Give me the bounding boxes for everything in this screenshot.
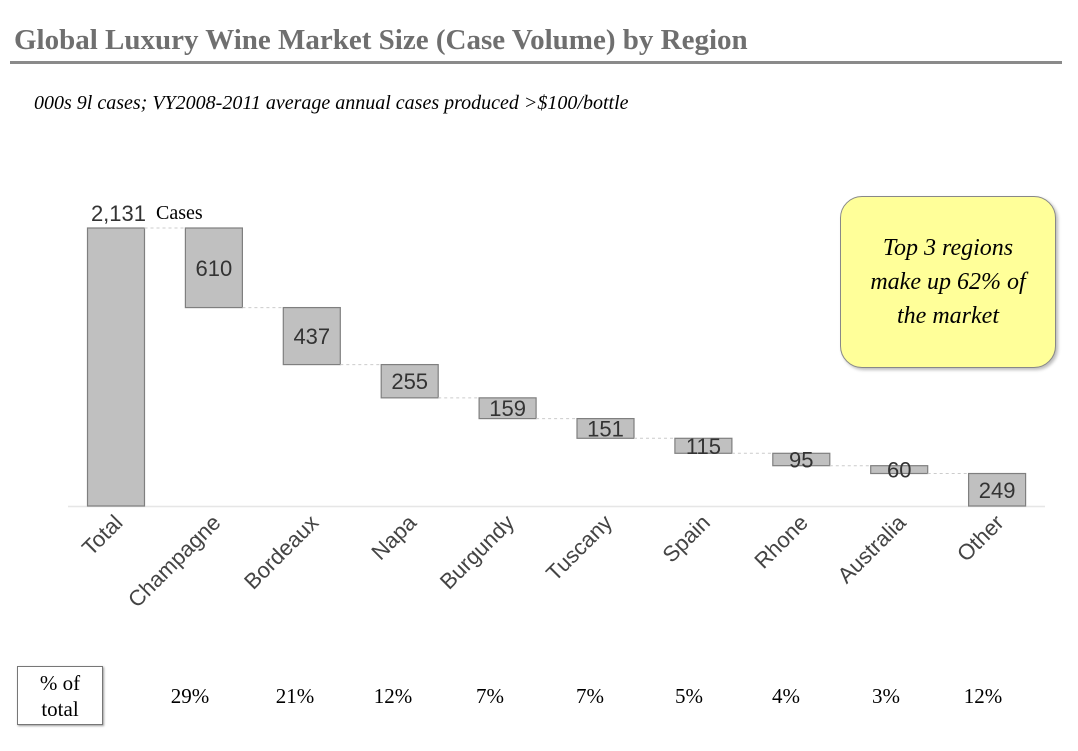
category-label: Australia [833, 509, 912, 588]
bar-tuscany [576, 417, 635, 439]
category-label: Bordeaux [239, 510, 323, 594]
bar-spain [674, 437, 733, 454]
data-label: 610 [196, 256, 233, 281]
percent-value: 3% [872, 684, 900, 708]
callout-text: Top 3 regions make up 62% of the market [870, 235, 1026, 329]
page-title: Global Luxury Wine Market Size (Case Vol… [14, 24, 748, 56]
category-label: Spain [657, 510, 714, 567]
data-label: 60 [887, 458, 911, 483]
data-label: 151 [587, 416, 624, 441]
percent-value: 7% [476, 684, 504, 708]
total-unit-label: Cases [156, 202, 203, 224]
percent-header-label: % of total [39, 670, 81, 721]
category-label: Other [952, 510, 1009, 567]
category-label: Tuscany [541, 510, 617, 586]
percent-value: 5% [675, 684, 703, 708]
percent-value: 12% [373, 684, 413, 708]
bar-burgundy [478, 397, 537, 420]
bar-total [86, 227, 146, 507]
category-label: Champagne [123, 510, 225, 612]
bar-bordeaux [282, 306, 341, 366]
data-label: 95 [789, 447, 813, 472]
percent-value: 21% [275, 684, 315, 708]
bar-australia [870, 465, 929, 475]
data-label: 249 [979, 478, 1016, 503]
data-label: 437 [293, 324, 330, 349]
category-label: Burgundy [435, 510, 519, 594]
total-value-label: 2,131 [91, 201, 146, 226]
percent-value: 7% [576, 684, 604, 708]
data-label: 159 [489, 396, 526, 421]
category-label: Rhone [749, 510, 813, 574]
subtitle: 000s 9l cases; VY2008-2011 average annua… [34, 92, 629, 114]
data-label: 115 [686, 434, 721, 459]
bar-champagne [184, 227, 243, 309]
category-label: Total [77, 510, 128, 561]
bar-rhone [772, 452, 831, 467]
percent-value: 12% [963, 684, 1003, 708]
data-label: 255 [391, 369, 428, 394]
title-divider [10, 61, 1062, 64]
category-label: Napa [366, 509, 421, 564]
percent-header: % of total [17, 666, 103, 725]
percent-value: 29% [170, 684, 210, 708]
callout-box: Top 3 regions make up 62% of the market [840, 196, 1056, 368]
bar-other [967, 472, 1027, 507]
percent-value: 4% [772, 684, 800, 708]
bar-napa [380, 363, 439, 399]
